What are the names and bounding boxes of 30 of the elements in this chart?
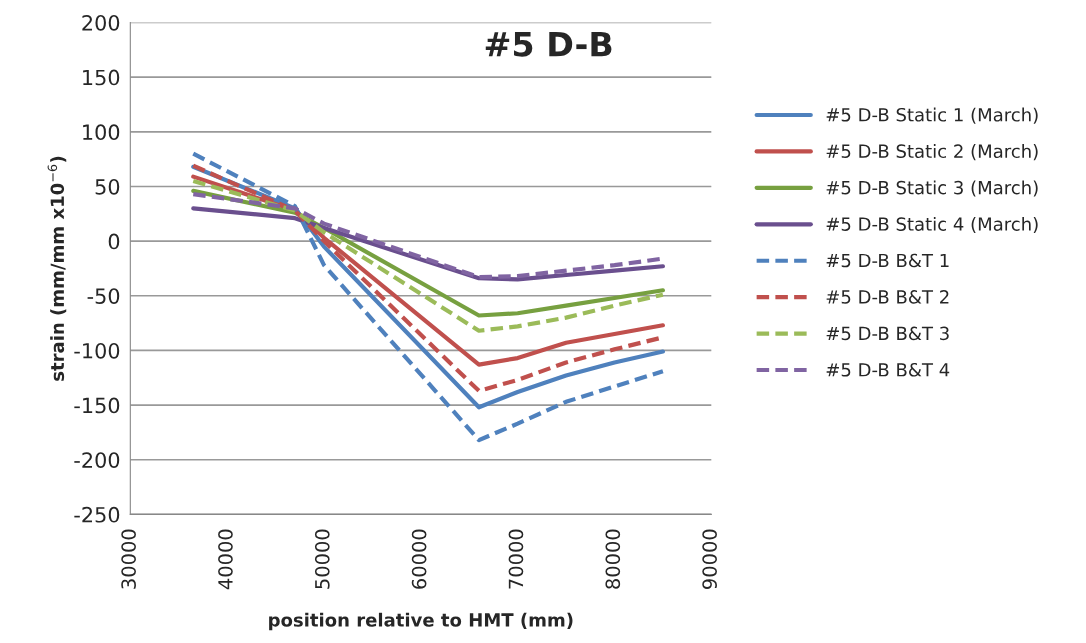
y-tick-label: 50	[95, 178, 120, 195]
y-tick-label: -100	[74, 342, 120, 359]
y-tick-label: -150	[74, 397, 120, 414]
y-tick-label: 0	[108, 233, 120, 250]
legend-label: #5 D-B B&T 4	[826, 362, 950, 377]
legend-label: #5 D-B Static 2 (March)	[826, 144, 1038, 161]
x-axis-title: position relative to HMT (mm)	[269, 612, 573, 631]
legend-label: #5 D-B B&T 2	[826, 290, 949, 304]
x-tick-label: 60000	[411, 529, 427, 589]
legend-label: #5 D-B B&T 1	[826, 253, 949, 268]
legend-label: #5 D-B Static 3 (March)	[826, 180, 1038, 197]
x-tick-label: 50000	[314, 529, 330, 589]
legend-label: #5 D-B Static 1 (March)	[826, 107, 1038, 124]
x-tick-label: 70000	[508, 529, 524, 589]
legend-label: #5 D-B Static 4 (March)	[826, 216, 1038, 233]
y-tick-label: -250	[74, 506, 120, 523]
chart-title: #5 D-B	[485, 32, 612, 57]
y-tick-label: 100	[83, 124, 120, 141]
y-tick-label: 150	[83, 69, 120, 86]
y-tick-label: -50	[87, 288, 120, 304]
legend-label: #5 D-B B&T 3	[826, 326, 949, 341]
x-tick-label: 30000	[121, 529, 136, 589]
y-tick-label: 200	[82, 14, 120, 31]
line-series	[191, 151, 665, 443]
x-tick-label: 40000	[218, 529, 233, 590]
x-tick-label: 90000	[702, 529, 717, 589]
y-tick-label: -200	[74, 452, 120, 468]
x-tick-label: 80000	[605, 529, 621, 589]
line-series	[191, 178, 665, 333]
y-axis-title: strain (mm/mm x10$^{−6}$)	[47, 156, 67, 381]
